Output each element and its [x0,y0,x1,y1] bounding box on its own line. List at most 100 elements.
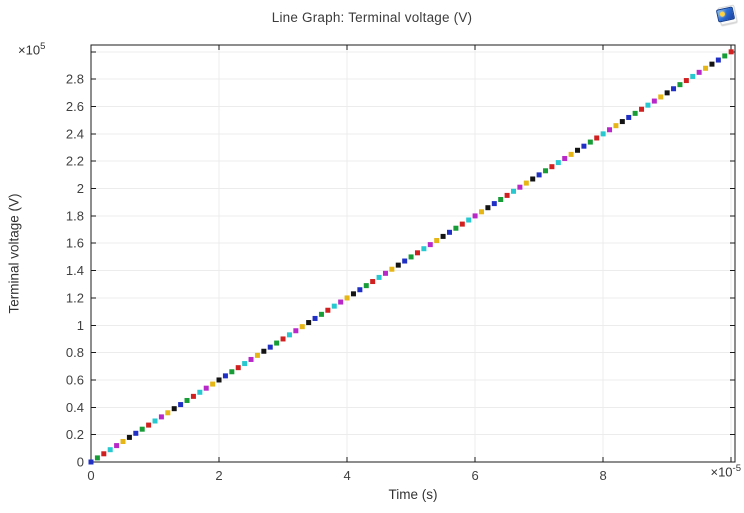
data-marker [94,455,100,461]
data-marker [389,266,395,272]
data-marker [357,287,363,293]
data-marker [581,143,587,149]
x-axis-exponent: ×10-5 [710,463,741,480]
data-marker [639,106,645,112]
data-marker [613,123,619,129]
data-marker [466,217,472,223]
data-marker [664,90,670,96]
data-marker [568,151,574,157]
data-marker [363,283,369,289]
y-tick-label: 1.2 [66,290,84,305]
data-marker [158,414,164,420]
y-tick-label: 2.4 [66,126,84,141]
data-marker [120,438,126,444]
data-marker [543,168,549,174]
data-marker [517,184,523,190]
data-marker [235,365,241,371]
data-marker [408,254,414,260]
data-marker [293,328,299,334]
data-marker [306,320,312,326]
data-marker [139,426,145,432]
data-marker [88,459,94,465]
data-marker [562,155,568,161]
y-tick-label: 0.6 [66,372,84,387]
data-marker [677,82,683,88]
x-tick-label: 8 [600,468,607,483]
data-marker [645,102,651,108]
x-tick-label: 6 [471,468,478,483]
data-marker [530,176,536,182]
data-marker [498,196,504,202]
x-tick-label: 0 [87,468,94,483]
data-marker [126,434,132,440]
data-marker [350,291,356,297]
plot-title: Line Graph: Terminal voltage (V) [271,10,473,25]
data-marker [197,389,203,395]
data-marker [607,127,613,133]
data-marker [248,356,254,362]
data-marker [434,238,440,244]
data-marker [216,377,222,383]
data-marker [395,262,401,268]
data-marker [536,172,542,178]
data-marker [299,324,305,330]
data-marker [651,98,657,104]
y-tick-label: 1 [77,318,84,333]
data-marker [722,53,728,59]
y-tick-label: 0.8 [66,345,84,360]
data-marker [472,213,478,219]
data-marker [626,114,632,120]
data-marker [382,270,388,276]
data-marker [312,315,318,321]
y-tick-label: 1.8 [66,208,84,223]
data-marker [261,348,267,354]
data-marker [523,180,529,186]
x-axis-label: Time (s) [388,487,438,502]
data-marker [683,78,689,84]
data-marker [709,61,715,67]
data-marker [107,447,113,453]
data-marker [446,229,452,235]
data-marker [690,73,696,79]
data-marker [370,279,376,285]
data-marker [619,119,625,125]
data-marker [549,164,555,170]
data-marker [325,307,331,313]
data-marker [286,332,292,338]
data-marker [453,225,459,231]
data-marker [114,443,120,449]
y-tick-label: 0.4 [66,400,84,415]
plot-frame [90,44,736,463]
data-marker [587,139,593,145]
data-marker [715,57,721,63]
data-marker [485,205,491,211]
data-marker [594,135,600,141]
data-marker [575,147,581,153]
data-marker [600,131,606,137]
data-marker [222,373,228,379]
data-marker [210,381,216,387]
data-marker [703,65,709,71]
data-marker [728,49,734,55]
data-marker [152,418,158,424]
y-axis-exponent: ×105 [18,41,46,58]
data-marker [671,86,677,92]
data-marker [459,221,465,227]
data-marker [511,188,517,194]
data-marker [101,451,107,457]
data-marker [146,422,152,428]
y-tick-label: 2.2 [66,154,84,169]
x-tick-label: 2 [215,468,222,483]
data-marker [338,299,344,305]
y-tick-label: 0 [77,455,84,470]
y-tick-label: 2.8 [66,72,84,87]
data-marker [254,352,260,358]
data-marker [555,160,561,166]
y-tick-label: 2 [77,181,84,196]
data-marker [280,336,286,342]
data-marker [478,209,484,215]
data-marker [421,246,427,252]
data-marker [178,402,184,408]
data-marker [318,311,324,317]
